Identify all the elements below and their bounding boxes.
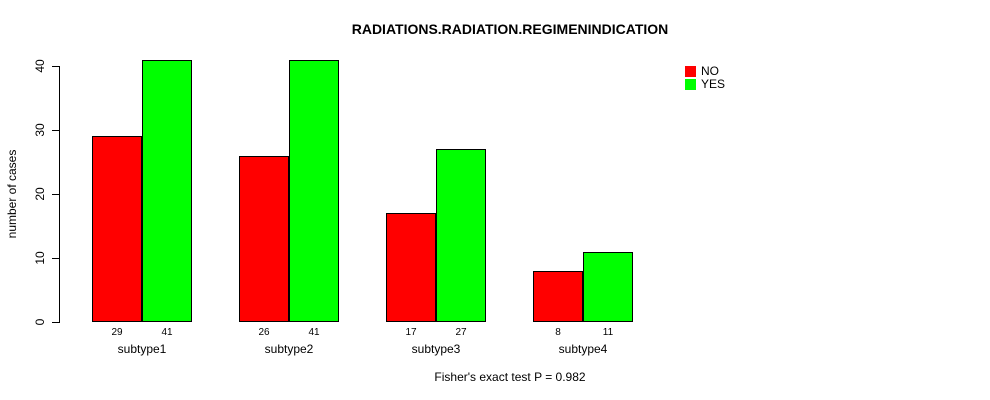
- x-axis-category-label: subtype3: [411, 342, 461, 356]
- x-axis-category-label: subtype1: [117, 342, 167, 356]
- bar-no-subtype1: [92, 136, 142, 322]
- y-axis-tick: [52, 322, 60, 323]
- bar-value-label: 29: [111, 327, 123, 338]
- x-axis-category-label: subtype4: [558, 342, 608, 356]
- bar-no-subtype3: [386, 213, 436, 322]
- bar-yes-subtype4: [583, 252, 633, 322]
- legend-item-yes: YES: [685, 78, 725, 91]
- bar-no-subtype4: [533, 271, 583, 322]
- y-axis-tick-label: 30: [33, 123, 47, 137]
- bar-value-label: 27: [455, 327, 467, 338]
- y-axis-tick-label: 40: [33, 59, 47, 73]
- y-axis-tick: [52, 66, 60, 67]
- bar-yes-subtype2: [289, 60, 339, 322]
- bar-value-label: 41: [161, 327, 173, 338]
- legend-label-yes: YES: [701, 77, 726, 91]
- legend: NO YES: [685, 65, 725, 91]
- legend-item-no: NO: [685, 65, 725, 78]
- y-axis-tick-label: 10: [33, 251, 47, 265]
- bar-yes-subtype3: [436, 149, 486, 322]
- y-axis-tick: [52, 258, 60, 259]
- bar-value-label: 11: [602, 327, 614, 338]
- y-axis-tick: [52, 194, 60, 195]
- bar-no-subtype2: [239, 156, 289, 322]
- bar-value-label: 8: [555, 327, 561, 338]
- bar-value-label: 17: [405, 327, 417, 338]
- footnote: Fisher's exact test P = 0.982: [434, 370, 586, 384]
- legend-swatch-no: [685, 66, 696, 77]
- x-axis-category-label: subtype2: [264, 342, 314, 356]
- y-axis-label: number of cases: [5, 149, 19, 239]
- bar-value-label: 26: [258, 327, 270, 338]
- legend-swatch-yes: [685, 79, 696, 90]
- bar-value-label: 41: [308, 327, 320, 338]
- y-axis-tick: [52, 130, 60, 131]
- chart-title: RADIATIONS.RADIATION.REGIMENINDICATION: [351, 21, 669, 37]
- legend-label-no: NO: [701, 64, 719, 78]
- y-axis-tick-label: 0: [33, 318, 47, 326]
- y-axis-tick-label: 20: [33, 187, 47, 201]
- bar-yes-subtype1: [142, 60, 192, 322]
